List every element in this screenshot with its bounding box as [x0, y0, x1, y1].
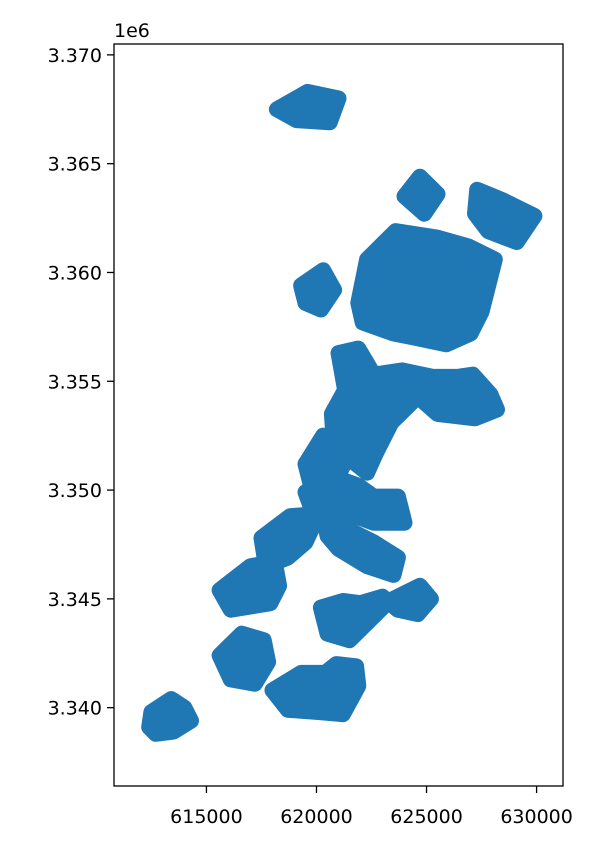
y-tick-label: 3.360: [48, 262, 102, 284]
region-polygon-5: [350, 223, 503, 353]
region-polygon-15: [141, 691, 199, 742]
y-tick-label: 3.370: [48, 45, 102, 67]
region-polygon-2: [396, 168, 446, 222]
y-tick-label: 3.340: [48, 698, 102, 720]
x-tick-label: 630000: [500, 806, 573, 828]
y-axis: 3.340 3.345 3.350 3.355 3.360 3.365 3.370: [48, 45, 114, 720]
region-polygon-11: [211, 553, 288, 618]
region-polygon-14: [264, 656, 367, 723]
y-tick-label: 3.365: [48, 154, 102, 176]
region-polygon-6: [323, 340, 505, 481]
polygon-layer: [141, 83, 543, 742]
region-polygon-12: [312, 577, 439, 649]
x-tick-label: 620000: [280, 806, 353, 828]
y-tick-label: 3.350: [48, 480, 102, 502]
region-polygon-3: [467, 181, 543, 250]
x-tick-label: 625000: [390, 806, 463, 828]
region-polygon-1: [268, 83, 347, 131]
plot-frame: [113, 43, 564, 787]
y-tick-label: 3.345: [48, 589, 102, 611]
x-tick-label: 615000: [170, 806, 243, 828]
x-axis: 615000 620000 625000 630000: [170, 786, 573, 828]
region-polygon-9: [317, 516, 406, 583]
region-polygon-4: [293, 262, 343, 318]
y-tick-label: 3.355: [48, 371, 102, 393]
y-offset-text: 1e6: [114, 20, 150, 42]
region-polygon-13: [211, 625, 277, 692]
